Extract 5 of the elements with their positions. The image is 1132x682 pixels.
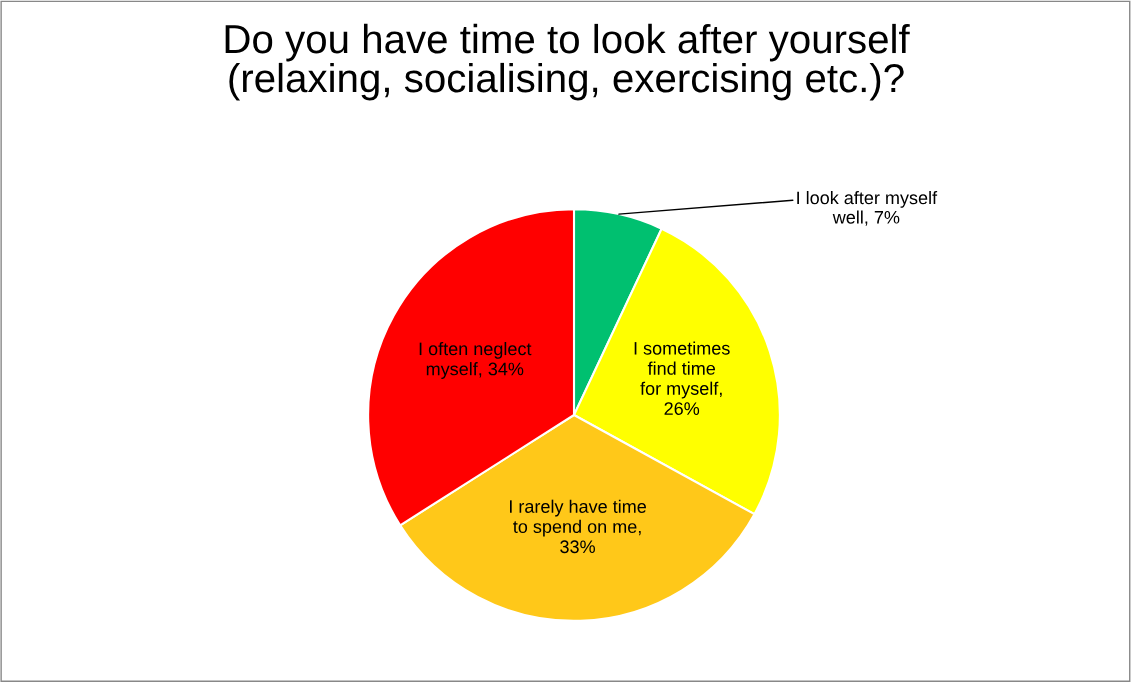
slice-label: I look after myself well, 7% xyxy=(797,190,938,226)
chart-title: Do you have time to look after yourself (relaxing, socialising, exercising etc.)? xyxy=(225,23,910,101)
slice-label: I sometimes find time for myself, 26% xyxy=(634,341,730,416)
slice-label: I often neglect myself, 34% xyxy=(419,341,532,379)
slice-label: I rarely have time to spend on me, 33% xyxy=(509,499,646,554)
